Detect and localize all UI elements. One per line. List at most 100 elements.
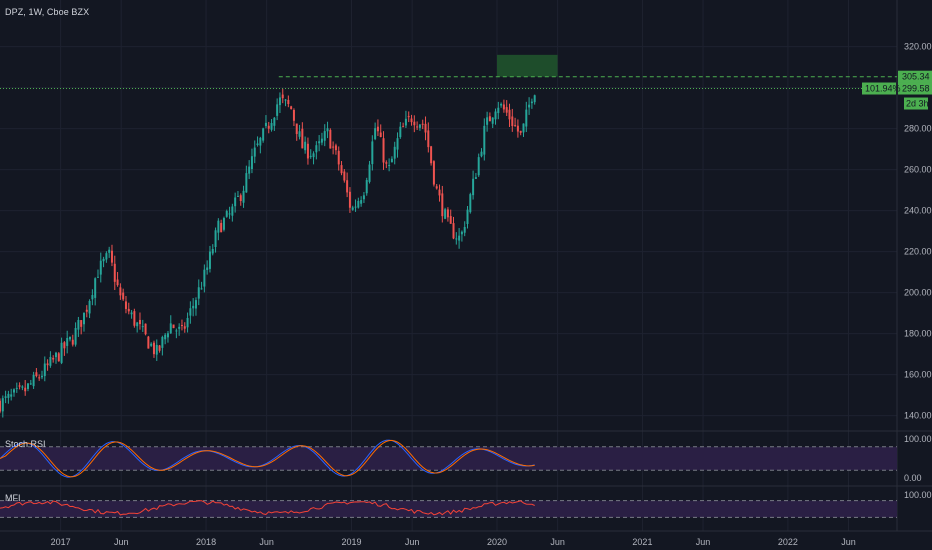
candle-body: [486, 117, 489, 125]
candle-body: [488, 116, 491, 122]
candle-body: [253, 147, 256, 157]
candle-body: [7, 393, 10, 398]
candle-body: [332, 146, 335, 148]
candle-body: [94, 278, 97, 298]
candle-body: [287, 99, 290, 105]
candle-body: [362, 195, 365, 200]
time-tick-label: 2017: [51, 537, 71, 547]
candle-body: [416, 126, 419, 128]
candle-body: [270, 122, 273, 130]
candle-body: [130, 312, 133, 315]
price-tick-label: 160.00: [904, 370, 932, 380]
candle-body: [113, 263, 116, 282]
candle-body: [413, 121, 416, 126]
price-level-badge-label: 299.58: [902, 84, 930, 94]
candle-body: [236, 195, 239, 197]
candle-body: [351, 207, 354, 210]
candle-body: [323, 131, 326, 141]
candle-body: [292, 109, 295, 121]
candle-body: [4, 396, 7, 398]
candle-body: [194, 300, 197, 309]
candle-body: [166, 333, 169, 338]
time-tick-label: Jun: [405, 537, 420, 547]
time-tick-label: Jun: [259, 537, 274, 547]
price-level-badge-label: 305.34: [902, 72, 930, 82]
candle-body: [74, 328, 77, 345]
stoch-rsi-tick-label: 0.00: [904, 473, 922, 483]
candle-body: [26, 383, 29, 389]
candle-body: [29, 383, 32, 385]
candle-body: [295, 123, 298, 134]
price-axis: 140.00 160.00 180.00 200.00 220.00 240.00 260.…: [862, 42, 932, 421]
candle-body: [399, 126, 402, 138]
candle-body: [483, 125, 486, 155]
candle-body: [52, 357, 55, 360]
time-tick-label: Jun: [696, 537, 711, 547]
candle-body: [284, 99, 287, 101]
candle-body: [138, 319, 141, 325]
candle-body: [32, 374, 35, 387]
candle-body: [505, 107, 508, 113]
time-tick-label: Jun: [550, 537, 565, 547]
percent-badge: [862, 82, 896, 95]
candle-body: [309, 155, 312, 157]
candle-body: [220, 222, 223, 233]
candle-body: [189, 308, 192, 316]
candle-body: [175, 330, 178, 332]
candle-body: [421, 123, 424, 125]
time-tick-label: Jun: [841, 537, 856, 547]
candle-body: [91, 295, 94, 300]
candle-body: [382, 138, 385, 163]
candle-body: [463, 226, 466, 233]
candle-body: [326, 128, 329, 132]
candle-body: [273, 117, 276, 126]
candle-body: [57, 353, 60, 362]
candle-body: [452, 223, 455, 239]
candle-body: [217, 220, 220, 233]
candle-body: [24, 387, 27, 392]
candle-body: [396, 138, 399, 150]
price-levels-layer: [0, 76, 897, 90]
time-axis: 2017 Jun 2018 Jun 2019 Jun 2020 Jun 2021 Jun 2022 J…: [51, 537, 856, 547]
candle-body: [248, 166, 251, 174]
candle-body: [141, 326, 144, 328]
stoch-rsi-line: [0, 439, 535, 478]
candle-body: [525, 109, 528, 127]
candle-body: [318, 141, 321, 144]
candle-body: [222, 218, 225, 230]
candle-body: [197, 287, 200, 299]
candle-body: [390, 158, 393, 163]
candle-body: [301, 128, 304, 149]
candle-body: [508, 109, 511, 120]
candle-body: [147, 336, 150, 349]
candle-body: [144, 323, 147, 335]
candle-body: [178, 326, 181, 329]
candle-body: [150, 343, 153, 346]
candle-body: [337, 150, 340, 165]
candle-body: [276, 104, 279, 116]
countdown-badge: [904, 97, 928, 110]
price-tick-label: 200.00: [904, 288, 932, 298]
candle-body: [242, 190, 245, 203]
candle-body: [259, 137, 262, 146]
candle-body: [278, 97, 281, 106]
candle-body: [80, 320, 83, 327]
price-tick-label: 180.00: [904, 329, 932, 339]
stoch-rsi-pane: 100.00 0.00: [0, 434, 932, 483]
price-tick-label: 280.00: [904, 124, 932, 134]
countdown-badge-label: 2d 3h: [906, 99, 929, 109]
candle-body: [480, 151, 483, 157]
candle-body: [424, 123, 427, 133]
time-tick-label: 2019: [342, 537, 362, 547]
candle-body: [54, 352, 57, 358]
candle-body: [214, 230, 217, 247]
candle-body: [354, 206, 357, 208]
candle-body: [497, 107, 500, 114]
stoch-rsi-tick-label: 100.00: [904, 434, 932, 444]
candle-body: [533, 95, 536, 103]
candle-body: [418, 124, 421, 128]
candle-body: [441, 193, 444, 217]
price-tick-label: 220.00: [904, 247, 932, 257]
